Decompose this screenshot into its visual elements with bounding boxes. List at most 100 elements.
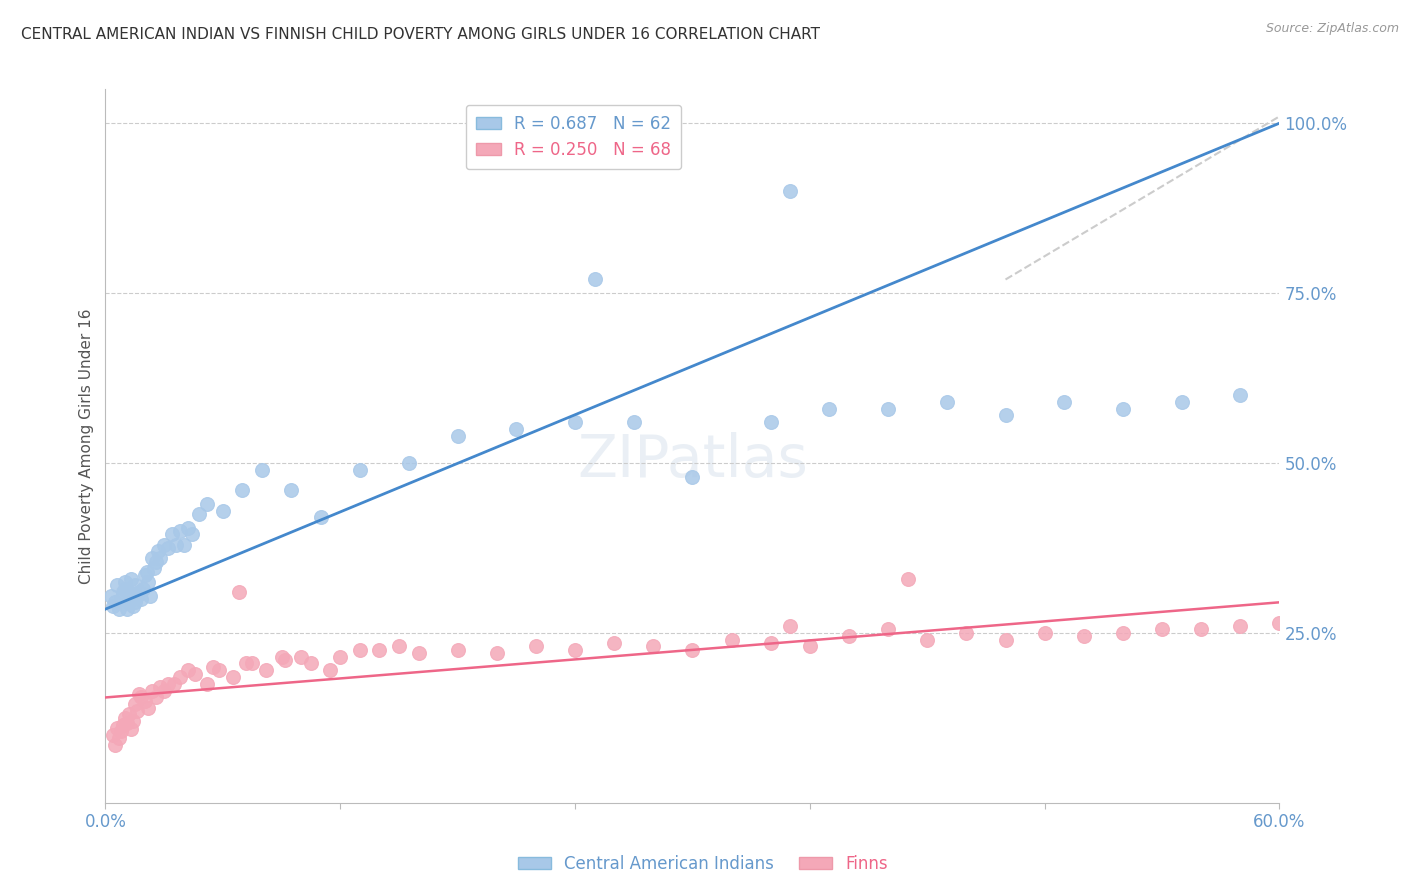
- Point: [124, 698, 146, 712]
- Point: [1073, 629, 1095, 643]
- Point: [280, 483, 302, 498]
- Point: [160, 527, 183, 541]
- Point: [118, 585, 141, 599]
- Point: [485, 646, 508, 660]
- Point: [779, 184, 801, 198]
- Point: [1268, 615, 1291, 630]
- Point: [231, 483, 253, 498]
- Point: [125, 704, 148, 718]
- Point: [165, 537, 187, 551]
- Point: [349, 643, 371, 657]
- Point: [935, 394, 957, 409]
- Point: [1170, 394, 1192, 409]
- Point: [131, 582, 153, 596]
- Point: [195, 677, 218, 691]
- Text: Source: ZipAtlas.com: Source: ZipAtlas.com: [1265, 22, 1399, 36]
- Point: [235, 657, 257, 671]
- Point: [173, 537, 195, 551]
- Point: [108, 731, 131, 746]
- Point: [129, 690, 152, 705]
- Point: [153, 683, 176, 698]
- Point: [564, 415, 586, 429]
- Point: [129, 591, 152, 606]
- Point: [1189, 623, 1212, 637]
- Point: [120, 723, 142, 737]
- Point: [877, 623, 900, 637]
- Point: [319, 663, 342, 677]
- Point: [149, 551, 172, 566]
- Point: [524, 640, 547, 654]
- Point: [124, 578, 146, 592]
- Point: [211, 503, 233, 517]
- Point: [1112, 401, 1135, 416]
- Point: [270, 649, 292, 664]
- Point: [877, 401, 900, 416]
- Point: [103, 728, 125, 742]
- Y-axis label: Child Poverty Among Girls Under 16: Child Poverty Among Girls Under 16: [79, 309, 94, 583]
- Point: [121, 714, 143, 729]
- Point: [125, 589, 148, 603]
- Point: [838, 629, 860, 643]
- Point: [114, 711, 136, 725]
- Text: ZIPatlas: ZIPatlas: [576, 432, 808, 489]
- Point: [681, 643, 703, 657]
- Point: [250, 463, 273, 477]
- Point: [134, 694, 156, 708]
- Point: [169, 524, 191, 538]
- Point: [143, 561, 166, 575]
- Point: [254, 663, 277, 677]
- Text: CENTRAL AMERICAN INDIAN VS FINNISH CHILD POVERTY AMONG GIRLS UNDER 16 CORRELATIO: CENTRAL AMERICAN INDIAN VS FINNISH CHILD…: [21, 27, 820, 42]
- Point: [195, 497, 218, 511]
- Point: [309, 510, 332, 524]
- Point: [643, 640, 665, 654]
- Point: [681, 469, 703, 483]
- Point: [114, 582, 136, 596]
- Point: [110, 724, 132, 739]
- Point: [118, 707, 141, 722]
- Point: [240, 657, 263, 671]
- Point: [994, 409, 1017, 423]
- Point: [138, 700, 160, 714]
- Point: [221, 670, 243, 684]
- Point: [897, 572, 920, 586]
- Point: [105, 578, 128, 592]
- Point: [112, 717, 135, 731]
- Point: [208, 663, 231, 677]
- Point: [104, 738, 127, 752]
- Point: [134, 568, 156, 582]
- Legend: R = 0.687   N = 62, R = 0.250   N = 68: R = 0.687 N = 62, R = 0.250 N = 68: [465, 104, 682, 169]
- Point: [720, 632, 742, 647]
- Point: [112, 585, 135, 599]
- Point: [202, 660, 225, 674]
- Point: [180, 527, 202, 541]
- Point: [176, 520, 198, 534]
- Point: [779, 619, 801, 633]
- Point: [110, 591, 132, 606]
- Point: [274, 653, 297, 667]
- Point: [1150, 623, 1173, 637]
- Point: [108, 602, 131, 616]
- Point: [153, 537, 176, 551]
- Point: [623, 415, 645, 429]
- Point: [139, 589, 162, 603]
- Point: [299, 657, 322, 671]
- Point: [184, 666, 207, 681]
- Point: [1229, 388, 1251, 402]
- Point: [118, 595, 141, 609]
- Point: [329, 649, 352, 664]
- Point: [135, 565, 157, 579]
- Point: [1053, 394, 1076, 409]
- Point: [138, 574, 160, 589]
- Point: [149, 680, 172, 694]
- Point: [157, 677, 180, 691]
- Point: [799, 640, 821, 654]
- Point: [1112, 626, 1135, 640]
- Point: [145, 690, 167, 705]
- Point: [103, 599, 125, 613]
- Point: [955, 626, 977, 640]
- Point: [603, 636, 626, 650]
- Point: [583, 272, 606, 286]
- Point: [398, 456, 420, 470]
- Point: [915, 632, 938, 647]
- Point: [121, 599, 143, 613]
